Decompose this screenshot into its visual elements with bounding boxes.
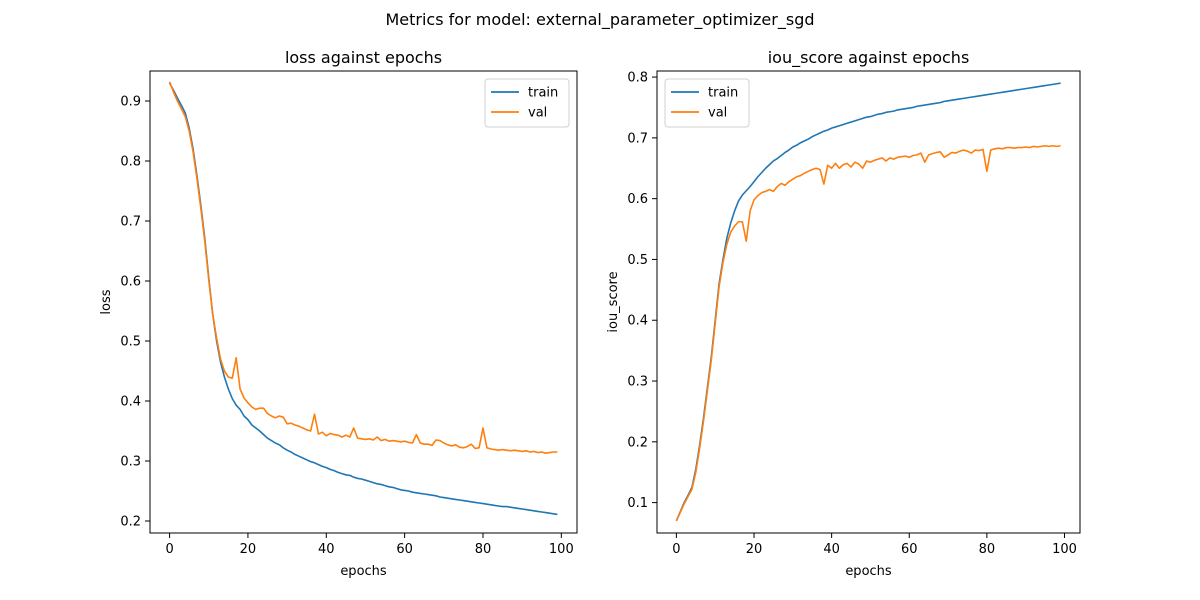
chart-1-xlabel: epochs bbox=[845, 564, 892, 579]
chart-0-ytick-label: 0.3 bbox=[120, 455, 141, 470]
chart-1-ylabel: iou_score bbox=[606, 271, 621, 332]
chart-1-legend-box bbox=[664, 78, 750, 128]
chart-0-xlabel: epochs bbox=[340, 564, 387, 579]
chart-0-legend-label-val: val bbox=[528, 106, 547, 121]
chart-1-title: iou_score against epochs bbox=[768, 48, 970, 68]
chart-0-legend-label-train: train bbox=[528, 86, 558, 101]
chart-1-legend-label-train: train bbox=[708, 86, 738, 101]
chart-0-ytick-label: 0.8 bbox=[120, 155, 141, 170]
chart-0-series-train-line bbox=[168, 82, 558, 516]
chart-1-ytick-label: 0.5 bbox=[627, 253, 648, 268]
chart-0-xtick-label: 0 bbox=[165, 542, 173, 557]
chart-1-series-val-line bbox=[675, 144, 1061, 522]
chart-1-axes-frame bbox=[656, 70, 1081, 534]
chart-1-ytick-label: 0.6 bbox=[627, 192, 648, 207]
chart-1-xtick-label: 40 bbox=[823, 542, 840, 557]
chart-0-legend-box bbox=[484, 78, 570, 128]
chart-0-ytick-label: 0.9 bbox=[120, 95, 141, 110]
chart-1-xtick-label: 20 bbox=[746, 542, 763, 557]
chart-1-xtick-label: 100 bbox=[1052, 542, 1077, 557]
iou-score-chart: iou_score against epochs 0 20 40 60 80 100 0.1 0… bbox=[606, 48, 1081, 579]
chart-1-legend-label-val: val bbox=[708, 106, 727, 121]
chart-0-ytick-label: 0.6 bbox=[120, 275, 141, 290]
loss-chart: loss against epochs 0 20 40 60 80 100 0.2 0.3 0.4… bbox=[99, 48, 578, 579]
chart-1-xtick-label: 80 bbox=[979, 542, 996, 557]
chart-0-ytick-label: 0.2 bbox=[120, 515, 141, 530]
chart-1-ytick-label: 0.4 bbox=[627, 314, 648, 329]
chart-1-xtick-label: 60 bbox=[901, 542, 918, 557]
chart-1-xtick-label: 0 bbox=[672, 542, 680, 557]
chart-0-xtick-label: 40 bbox=[318, 542, 335, 557]
chart-1-ytick-label: 0.3 bbox=[627, 375, 648, 390]
chart-0-ytick-label: 0.7 bbox=[120, 215, 141, 230]
chart-0-ytick-label: 0.4 bbox=[120, 395, 141, 410]
chart-1-legend: train val bbox=[664, 78, 750, 128]
chart-0-ytick-label: 0.5 bbox=[120, 335, 141, 350]
chart-1-series-train-line bbox=[675, 82, 1061, 522]
chart-0-axes-frame bbox=[149, 70, 578, 534]
chart-0-xtick-label: 100 bbox=[549, 542, 574, 557]
chart-0-series-val-line bbox=[168, 81, 558, 455]
chart-0-title: loss against epochs bbox=[285, 48, 442, 67]
chart-1-ytick-label: 0.7 bbox=[627, 131, 648, 146]
chart-1-ytick-label: 0.8 bbox=[627, 71, 648, 86]
chart-0-xtick-label: 60 bbox=[396, 542, 413, 557]
chart-1-ytick-label: 0.2 bbox=[627, 435, 648, 450]
chart-0-ylabel: loss bbox=[99, 289, 114, 314]
chart-0-xtick-label: 20 bbox=[240, 542, 257, 557]
chart-0-xtick-label: 80 bbox=[475, 542, 492, 557]
chart-1-ytick-label: 0.1 bbox=[627, 496, 648, 511]
figure-suptitle: Metrics for model: external_parameter_op… bbox=[385, 10, 814, 30]
chart-0-legend: train val bbox=[484, 78, 570, 128]
